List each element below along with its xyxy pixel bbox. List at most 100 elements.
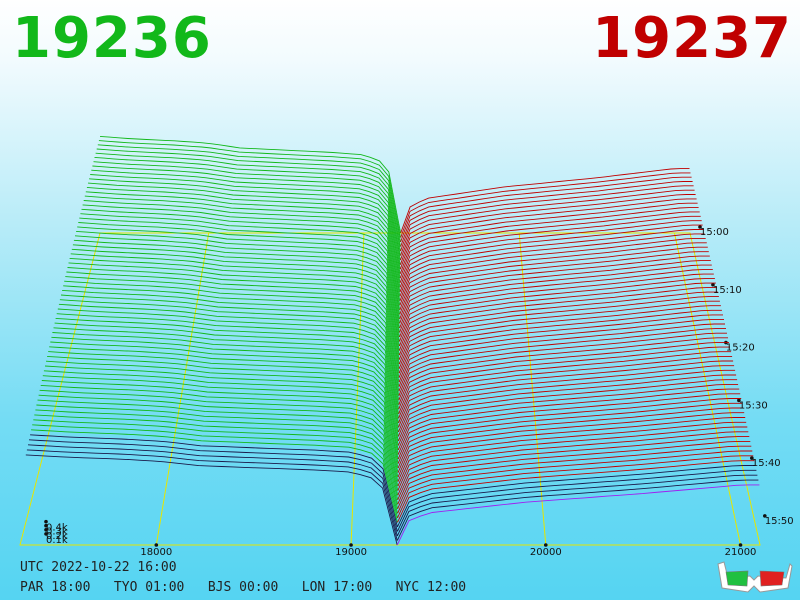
bid-trace xyxy=(25,454,398,546)
ask-trace xyxy=(400,181,693,247)
ask-trace xyxy=(399,255,710,324)
bid-trace xyxy=(71,248,400,351)
time-tick-label: 15:30 xyxy=(739,400,768,411)
ask-trace xyxy=(397,402,743,469)
ask-trace xyxy=(398,287,717,356)
ask-trace xyxy=(397,450,753,514)
bid-trace xyxy=(53,327,399,428)
depth-tick-label: 0.2k xyxy=(46,531,68,542)
ask-trace xyxy=(396,469,757,532)
bid-trace xyxy=(84,195,401,297)
bid-trace xyxy=(97,144,401,243)
time-tick-label: 15:10 xyxy=(713,285,742,296)
ask-price: 19237 xyxy=(592,6,792,71)
ask-trace xyxy=(399,242,707,311)
ask-trace xyxy=(397,417,746,482)
bid-trace xyxy=(62,289,400,392)
ask-trace xyxy=(398,314,723,383)
ask-trace xyxy=(397,383,739,451)
ask-trace xyxy=(398,318,724,387)
bid-trace xyxy=(67,267,400,369)
time-tick-mark xyxy=(763,514,767,518)
x-tick-label: 18000 xyxy=(140,547,172,558)
bid-trace xyxy=(79,217,401,319)
ask-trace xyxy=(398,365,735,433)
3d-glasses-icon[interactable] xyxy=(714,558,794,596)
bid-trace xyxy=(63,285,400,387)
depth-tick-mark xyxy=(44,523,48,528)
bid-trace xyxy=(56,313,400,414)
bid-trace xyxy=(77,226,400,329)
ask-trace xyxy=(400,189,695,256)
ask-trace xyxy=(399,264,712,333)
bid-trace xyxy=(91,169,401,270)
x-grid-line xyxy=(518,232,547,546)
time-tick-label: 15:00 xyxy=(700,227,729,238)
ask-trace xyxy=(399,260,711,329)
ask-trace xyxy=(396,479,759,541)
bid-trace xyxy=(95,152,401,252)
bid-trace xyxy=(51,336,399,437)
bid-trace xyxy=(60,294,400,396)
ask-trace xyxy=(399,251,709,320)
ask-trace xyxy=(397,398,742,464)
ask-trace xyxy=(399,237,706,306)
bid-trace xyxy=(47,355,399,455)
ask-trace xyxy=(400,176,692,243)
bid-trace xyxy=(98,140,401,238)
ask-trace xyxy=(399,269,713,338)
bid-trace xyxy=(58,303,400,405)
ask-trace xyxy=(400,168,690,234)
bid-trace xyxy=(50,341,399,442)
depth-tick-label: 0.3k xyxy=(46,527,68,538)
utc-timestamp: UTC 2022-10-22 16:00 xyxy=(20,560,177,575)
bid-trace xyxy=(59,299,400,401)
ask-trace xyxy=(397,436,750,500)
ask-trace xyxy=(398,337,728,405)
bid-trace xyxy=(44,365,399,464)
ask-trace xyxy=(397,379,738,446)
bid-trace xyxy=(49,346,399,446)
bid-trace xyxy=(33,419,398,514)
ask-trace xyxy=(397,412,745,478)
time-tick-label: 15:40 xyxy=(752,458,781,469)
ask-trace xyxy=(396,474,758,537)
ask-trace xyxy=(398,328,726,396)
ask-trace xyxy=(398,309,722,378)
ask-trace xyxy=(398,305,721,374)
ask-trace xyxy=(399,202,698,270)
bid-trace xyxy=(39,389,399,487)
bid-trace xyxy=(35,409,399,505)
x-tick-mark xyxy=(154,543,159,547)
ask-trace xyxy=(396,465,756,528)
bid-trace xyxy=(74,235,400,338)
x-tick-label: 19000 xyxy=(335,547,367,558)
ask-trace xyxy=(397,445,752,509)
ask-trace xyxy=(399,220,702,288)
x-tick-label: 20000 xyxy=(530,547,562,558)
ask-trace xyxy=(398,355,733,424)
bid-trace xyxy=(93,161,401,261)
bid-trace xyxy=(94,156,401,256)
world-clocks: PAR 18:00 TYO 01:00 BJS 00:00 LON 17:00 … xyxy=(20,580,467,595)
bid-trace xyxy=(37,399,399,496)
chart-grid xyxy=(19,225,767,547)
ask-trace xyxy=(399,207,699,274)
bid-trace xyxy=(30,434,398,528)
ask-trace xyxy=(398,341,729,410)
bid-trace xyxy=(48,351,399,451)
bid-trace xyxy=(64,280,400,383)
ask-trace xyxy=(398,346,730,415)
ask-trace xyxy=(398,300,720,369)
x-grid-line xyxy=(350,232,365,546)
depth-tick-label: 0.1k xyxy=(46,535,68,546)
ask-trace xyxy=(396,484,760,546)
bid-trace xyxy=(65,276,400,378)
bid-trace xyxy=(86,186,401,288)
bid-trace xyxy=(66,271,400,374)
ask-trace xyxy=(398,360,734,428)
ask-trace xyxy=(399,198,697,265)
ask-trace xyxy=(398,332,727,401)
bid-trace xyxy=(45,360,399,460)
bid-trace xyxy=(40,384,399,482)
